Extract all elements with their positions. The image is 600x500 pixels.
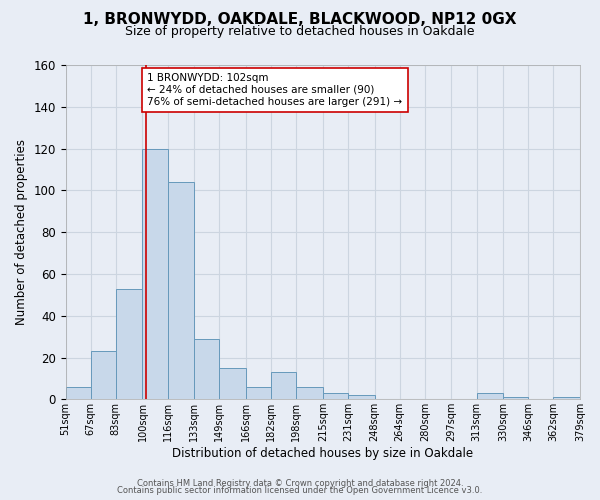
Bar [65,387,91,400]
Text: Contains public sector information licensed under the Open Government Licence v3: Contains public sector information licen… [118,486,482,495]
Bar [116,288,142,400]
Text: 1, BRONWYDD, OAKDALE, BLACKWOOD, NP12 0GX: 1, BRONWYDD, OAKDALE, BLACKWOOD, NP12 0G… [83,12,517,28]
Bar [220,368,246,400]
Bar [323,393,348,400]
Bar [476,393,503,400]
Bar [167,182,194,400]
Y-axis label: Number of detached properties: Number of detached properties [15,139,28,325]
X-axis label: Distribution of detached houses by size in Oakdale: Distribution of detached houses by size … [172,447,473,460]
Bar [348,395,374,400]
Bar [553,397,580,400]
Bar [91,351,116,400]
Bar [271,372,296,400]
Text: 1 BRONWYDD: 102sqm
← 24% of detached houses are smaller (90)
76% of semi-detache: 1 BRONWYDD: 102sqm ← 24% of detached hou… [147,74,403,106]
Bar [194,338,220,400]
Text: Contains HM Land Registry data © Crown copyright and database right 2024.: Contains HM Land Registry data © Crown c… [137,478,463,488]
Bar [246,387,271,400]
Text: Size of property relative to detached houses in Oakdale: Size of property relative to detached ho… [125,25,475,38]
Bar [503,397,528,400]
Bar [142,148,167,400]
Bar [296,387,323,400]
